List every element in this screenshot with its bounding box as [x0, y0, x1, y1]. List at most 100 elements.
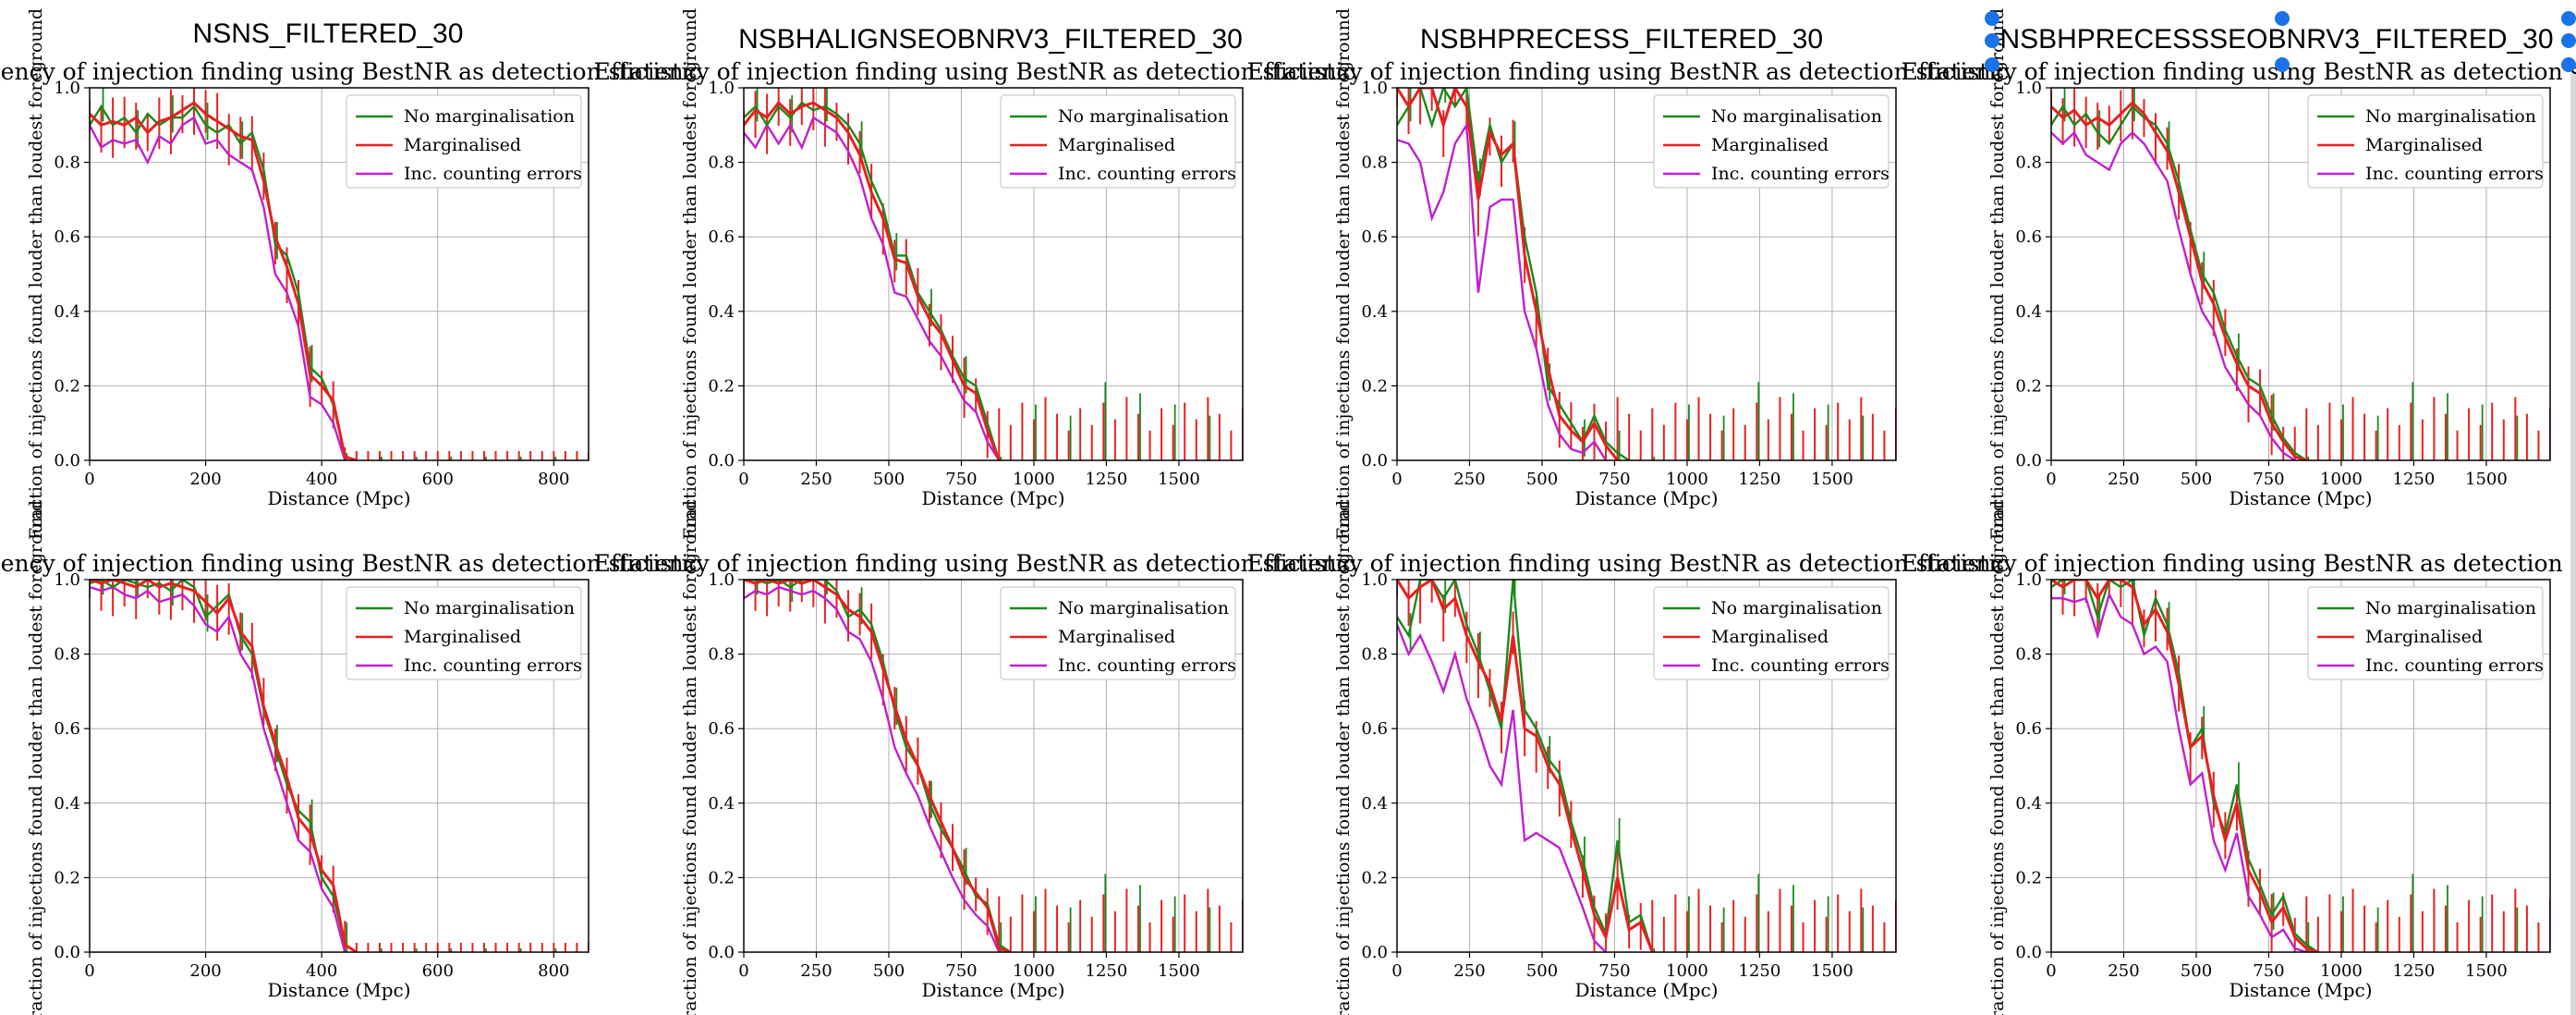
x-tick-label: 250 [1453, 470, 1485, 489]
plot-data [744, 88, 1243, 460]
y-tick-label: 0.6 [2015, 719, 2042, 739]
x-tick-label: 1500 [2465, 470, 2508, 489]
x-tick-label: 1000 [1666, 961, 1708, 981]
series-line-marginalised [1397, 580, 1654, 952]
y-tick-label: 0.0 [708, 451, 735, 471]
y-tick-label: 0.8 [54, 645, 80, 665]
y-tick-label: 1.0 [708, 79, 735, 98]
y-tick-label: 0.8 [708, 153, 735, 173]
column-title-nsbh-precess-seobnrv3: NSBHPRECESSSEOBNRV3_FILTERED_30 [1999, 24, 2553, 55]
axes-frame [2050, 87, 2551, 461]
selection-handle-bottom-right[interactable] [2561, 57, 2576, 72]
y-tick-label: 0.2 [2015, 376, 2042, 396]
y-tick-label: 0.0 [2015, 451, 2042, 471]
legend-label: Marginalised [404, 135, 521, 155]
legend-label: Inc. counting errors [1711, 164, 1889, 184]
legend-label: Inc. counting errors [1058, 655, 1236, 676]
axes-frame [1396, 87, 1897, 461]
x-tick-label: 0 [2046, 470, 2056, 489]
y-tick-label: 0.4 [1361, 794, 1388, 813]
legend-box [1000, 586, 1236, 680]
y-tick-label: 0.0 [54, 943, 80, 962]
y-axis-label: Fraction of injections found louder than… [680, 500, 700, 1015]
y-tick-label: 0.2 [708, 868, 735, 887]
x-tick-label: 0 [84, 961, 94, 981]
legend-label: No marginalisation [1058, 598, 1229, 618]
scrollbar-edge[interactable] [2570, 74, 2576, 1015]
y-tick-label: 0.8 [2015, 645, 2042, 665]
chart-panel-7: Efficiency of injection finding using Be… [1247, 500, 2010, 1015]
legend-label: Marginalised [1711, 135, 1829, 155]
y-tick-label: 0.2 [54, 868, 80, 887]
selection-handle-top-left[interactable] [1985, 11, 1999, 26]
selection-handles[interactable] [1985, 11, 2576, 72]
x-tick-label: 0 [1391, 470, 1402, 489]
x-tick-label: 500 [2181, 470, 2212, 489]
axes-frame [89, 87, 589, 461]
legend-label: Inc. counting errors [404, 164, 582, 184]
legend-label: No marginalisation [404, 598, 575, 618]
selection-handle-top-right[interactable] [2561, 11, 2576, 26]
series-line-inc-counting-errors [744, 116, 1001, 460]
legend-label: Marginalised [2365, 627, 2483, 647]
x-tick-label: 200 [189, 470, 221, 489]
x-tick-label: 250 [2108, 470, 2139, 489]
legend: No marginalisation Marginalised Inc. count… [1653, 94, 1889, 189]
series-line-inc-counting-errors [90, 116, 346, 460]
axes-frame [743, 87, 1244, 461]
selection-handle-mid-right[interactable] [2561, 33, 2576, 48]
x-tick-label: 1500 [1811, 961, 1853, 981]
chart-panels: Efficiency of injection finding using Be… [0, 8, 2576, 1015]
column-title-nsns: NSNS_FILTERED_30 [193, 18, 464, 49]
y-tick-label: 0.0 [1361, 451, 1388, 471]
y-tick-label: 0.2 [54, 376, 80, 396]
axes-frame [2050, 579, 2551, 953]
y-tick-label: 0.4 [2015, 302, 2042, 322]
x-tick-label: 600 [422, 961, 454, 981]
y-axis-label: Fraction of injections found louder than… [1987, 500, 2008, 1015]
y-tick-label: 0.6 [708, 227, 735, 247]
legend-label: Inc. counting errors [404, 655, 582, 676]
selection-handle-top-center[interactable] [2275, 11, 2290, 26]
y-tick-label: 1.0 [1361, 570, 1388, 590]
y-axis-label: Fraction of injections found louder than… [1333, 8, 1354, 540]
y-tick-label: 0.2 [1361, 376, 1388, 396]
legend-label: Marginalised [1058, 135, 1175, 155]
y-tick-label: 0.8 [1361, 645, 1388, 665]
x-tick-label: 750 [945, 961, 977, 981]
y-tick-label: 0.6 [54, 719, 80, 739]
x-tick-label: 1250 [1086, 961, 1128, 981]
legend-label: No marginalisation [1711, 106, 1882, 127]
x-tick-label: 500 [873, 961, 905, 981]
y-axis-label: Fraction of injections found louder than… [1987, 8, 2008, 540]
chart-title: Efficiency of injection finding using Be… [0, 58, 701, 85]
x-tick-label: 500 [873, 470, 905, 489]
x-tick-label: 1250 [1739, 470, 1781, 489]
selection-handle-bottom-left[interactable] [1985, 57, 1999, 72]
legend-box [1653, 94, 1889, 189]
y-tick-label: 0.4 [54, 302, 80, 322]
chart-title: Efficiency of injection finding using Be… [1902, 58, 2576, 85]
plot-data [1397, 580, 1896, 952]
x-tick-label: 250 [800, 470, 832, 489]
legend-label: Marginalised [404, 627, 521, 647]
x-tick-label: 750 [2253, 961, 2284, 981]
series-line-no-marginalisation [1397, 580, 1654, 952]
selection-handle-mid-left[interactable] [1985, 33, 1999, 48]
chart-panel-1: Efficiency of injection finding using Be… [0, 8, 701, 540]
column-title-nsbh-precess: NSBHPRECESS_FILTERED_30 [1420, 24, 1823, 55]
chart-title: Efficiency of injection finding using Be… [594, 550, 1356, 577]
axes-frame [743, 579, 1244, 953]
series-line-no-marginalisation [744, 101, 1001, 460]
chart-panel-4: Efficiency of injection finding using Be… [1902, 8, 2576, 540]
legend-label: Marginalised [2365, 135, 2483, 155]
y-tick-label: 1.0 [708, 570, 735, 590]
y-tick-label: 0.2 [2015, 868, 2042, 887]
x-axis-label: Distance (Mpc) [921, 979, 1064, 1001]
y-tick-label: 0.4 [1361, 302, 1388, 322]
x-tick-label: 1000 [1013, 470, 1055, 489]
legend-label: No marginalisation [1058, 106, 1229, 127]
column-titles: NSNS_FILTERED_30 NSBHALIGNSEOBNRV3_FILTE… [193, 18, 2554, 55]
selection-handle-bottom-center[interactable] [2275, 57, 2290, 72]
